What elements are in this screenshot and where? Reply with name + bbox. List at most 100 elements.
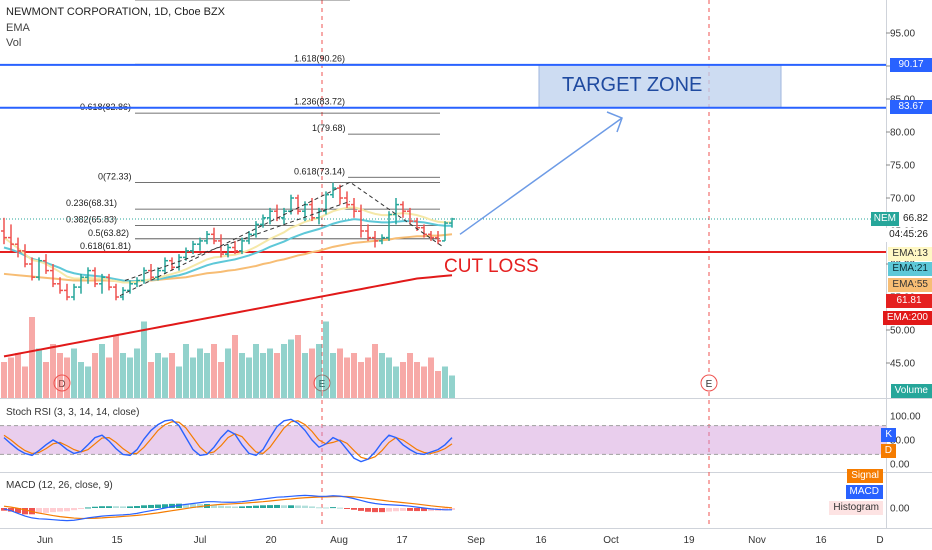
cut-loss-label: CUT LOSS <box>444 256 539 277</box>
macd-signal-line <box>3 495 453 520</box>
volume-bar <box>379 353 385 398</box>
volume-bar <box>29 317 35 398</box>
macd-macd-badge: MACD <box>845 485 883 499</box>
volume-bar <box>316 344 322 398</box>
volume-bar <box>43 362 49 398</box>
time-axis: Jun 15 Jul 20 Aug 17 Sep 16 Oct 19 Nov 16 D <box>0 529 932 550</box>
fib-level-label: 0.5(63.82) <box>88 228 129 238</box>
volume-bar <box>393 366 399 398</box>
volume-bar <box>148 362 154 398</box>
volume-bar <box>421 366 427 398</box>
stoch-d-line <box>3 420 453 460</box>
volume-bar <box>127 357 133 398</box>
event-marker-label: E <box>319 379 326 390</box>
volume-bar <box>309 348 315 398</box>
event-marker-circle <box>700 374 718 392</box>
volume-bar <box>36 348 42 398</box>
volume-bar <box>141 321 147 398</box>
volume-bar <box>449 375 455 398</box>
projection-arrow-line <box>459 117 623 235</box>
volume-bar <box>330 353 336 398</box>
volume-bar <box>407 353 413 398</box>
volume-bar <box>288 339 294 398</box>
volume-bar <box>253 344 259 398</box>
volume-bar <box>281 344 287 398</box>
event-marker-label: E <box>706 379 713 390</box>
volume-bar <box>386 357 392 398</box>
price-tick-label: 70.00 <box>890 194 915 205</box>
time-tick-label: 17 <box>396 535 408 546</box>
macd-histogram-bar <box>330 507 336 509</box>
macd-signal-badge: Signal <box>847 469 883 483</box>
time-tick-label: D <box>876 535 883 546</box>
price-tick-label: 50.00 <box>890 326 915 337</box>
nem-price-badge: 66.82 <box>898 212 932 226</box>
volume-bar <box>365 357 371 398</box>
macd-histogram-bar <box>407 508 413 511</box>
price-tick-label: 80.00 <box>890 128 915 139</box>
macd-histogram-bar <box>57 508 63 512</box>
macd-histogram-bar <box>351 508 357 510</box>
macd-histogram-bar <box>92 506 98 508</box>
volume-bar <box>113 335 119 398</box>
macd-histogram-bar <box>246 506 252 508</box>
time-tick-label: 16 <box>535 535 547 546</box>
macd-histogram-bar <box>302 505 308 508</box>
volume-bar <box>323 321 329 398</box>
volume-bar <box>218 362 224 398</box>
projection-arrow-head <box>606 111 623 133</box>
ema-legend[interactable]: EMA <box>6 22 30 34</box>
macd-histogram-bar <box>218 505 224 508</box>
macd-histogram-bar <box>260 505 266 508</box>
volume-bar <box>120 353 126 398</box>
vol-legend[interactable]: Vol <box>6 37 22 49</box>
volume-bar <box>15 353 21 398</box>
cut-loss-price-badge: 61.81 <box>886 294 932 308</box>
macd-histogram-bar <box>239 506 245 508</box>
countdown-badge: 04:45:26 <box>885 228 932 242</box>
macd-histogram-bar <box>274 504 280 508</box>
macd-histogram-bar <box>169 503 175 508</box>
macd-label[interactable]: MACD (12, 26, close, 9) <box>6 480 113 491</box>
macd-histogram-bar <box>85 507 91 509</box>
price-tick-label: 45.00 <box>890 359 915 370</box>
fib-level-label: 1(79.68) <box>312 123 346 133</box>
time-tick-label: Jul <box>194 535 207 546</box>
time-tick-label: 15 <box>111 535 123 546</box>
volume-bar <box>372 344 378 398</box>
time-tick-label: Aug <box>330 535 348 546</box>
macd-histogram-bar <box>386 508 392 512</box>
macd-histogram-bar <box>22 508 28 515</box>
macd-histogram-bar <box>393 508 399 512</box>
macd-histogram-badge: Histogram <box>829 501 883 515</box>
trend-wedge-lower <box>124 200 351 281</box>
stoch-k-line <box>3 418 453 463</box>
time-tick-label: 19 <box>683 535 695 546</box>
fib-level-label: 1.236(83.72) <box>294 96 345 106</box>
macd-histogram-bar <box>155 504 161 508</box>
volume-bar <box>239 353 245 398</box>
macd-histogram-bar <box>127 506 133 508</box>
time-axis-bg <box>0 529 932 550</box>
symbol-title[interactable]: NEWMONT CORPORATION, 1D, Cboe BZX <box>6 6 226 18</box>
volume-bar <box>211 344 217 398</box>
time-tick-label: Jun <box>37 535 53 546</box>
volume-bar <box>22 366 28 398</box>
volume-badge: Volume <box>890 384 932 398</box>
macd-histogram-bar <box>421 508 427 512</box>
fib-level-label: 1.618(90.26) <box>294 53 345 63</box>
macd-histogram-bar <box>449 508 455 510</box>
volume-bar <box>183 344 189 398</box>
stoch-rsi-label[interactable]: Stoch RSI (3, 3, 14, 14, close) <box>6 407 140 418</box>
price-tick-label: 75.00 <box>890 161 915 172</box>
macd-histogram-bar <box>141 505 147 508</box>
macd-histogram-bar <box>99 506 105 508</box>
macd-histogram-bar <box>295 505 301 508</box>
horizontal-levels <box>0 63 886 254</box>
macd-histogram-bar <box>428 508 434 512</box>
volume-bar <box>8 357 14 398</box>
volume-bar <box>225 348 231 398</box>
price-tick-label: 95.00 <box>890 29 915 40</box>
macd-histogram-bar <box>337 507 343 509</box>
